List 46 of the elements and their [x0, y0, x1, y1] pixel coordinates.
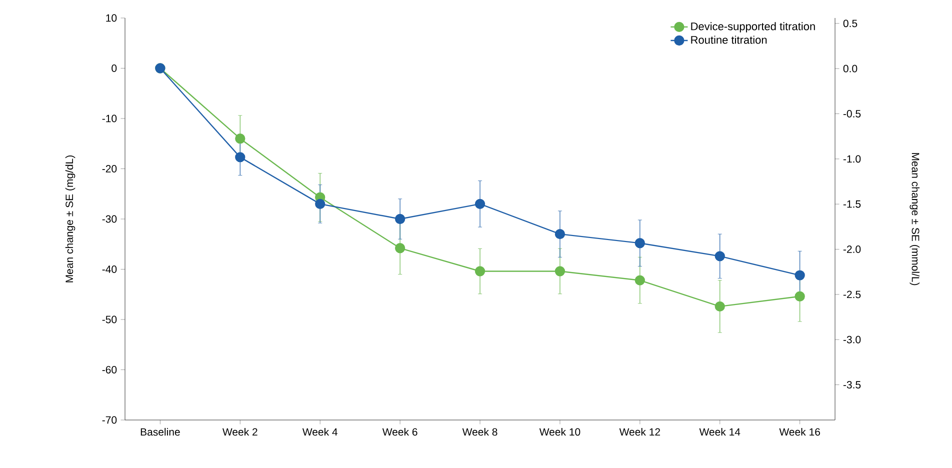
point: [315, 198, 326, 210]
y-tick-label: 10: [106, 14, 117, 22]
x-tick-label: Week 10: [539, 428, 580, 436]
point: [394, 214, 406, 224]
x-tick-label: Week 2: [222, 428, 258, 436]
y2-tick-label: -0.5: [843, 110, 861, 118]
y2-tick-label: -3.0: [843, 336, 861, 344]
y-tick-label: -40: [102, 266, 117, 273]
point: [474, 266, 486, 276]
x-tick-label: Week 12: [619, 428, 660, 436]
y2-axis-title: Mean change ± SE (mmol/L): [910, 153, 920, 286]
point: [235, 152, 246, 162]
y-axis-title: Mean change ± SE (mg/dL): [65, 156, 76, 282]
x-tick-label: Week 16: [779, 428, 820, 436]
point: [714, 301, 725, 312]
legend-label: Routine titration: [691, 36, 767, 44]
x-tick-label: Baseline: [140, 428, 180, 436]
y2-tick-label: -1.0: [843, 155, 861, 163]
point: [794, 270, 805, 280]
point: [794, 291, 805, 302]
x-tick-label: Week 14: [699, 428, 740, 436]
y-tick-label: 0: [112, 64, 117, 72]
y-tick-label: -10: [102, 114, 117, 122]
legend-label: Device-supported titration: [691, 22, 815, 32]
y2-tick-label: -2.5: [843, 290, 861, 298]
point: [394, 243, 406, 254]
y-tick-label: -30: [102, 215, 117, 223]
point: [554, 228, 566, 240]
y-tick-label: -50: [102, 316, 117, 324]
point: [634, 238, 645, 248]
y-tick-label: -20: [102, 165, 117, 172]
y2-tick-label: 0.5: [843, 20, 858, 28]
point: [554, 266, 566, 276]
y2-tick-label: -2.0: [843, 246, 861, 253]
point: [235, 134, 246, 144]
x-tick-label: Week 4: [302, 428, 338, 436]
y-tick-label: -70: [102, 416, 117, 424]
point: [474, 198, 486, 210]
y2-tick-label: 0.0: [843, 64, 858, 72]
x-tick-label: Week 8: [462, 428, 498, 436]
x-tick-label: Week 6: [382, 428, 418, 436]
y2-tick-label: -1.5: [843, 200, 861, 208]
y-tick-label: -60: [102, 366, 117, 374]
point: [634, 275, 645, 286]
point: [714, 251, 725, 262]
y2-tick-label: -3.5: [843, 381, 861, 388]
